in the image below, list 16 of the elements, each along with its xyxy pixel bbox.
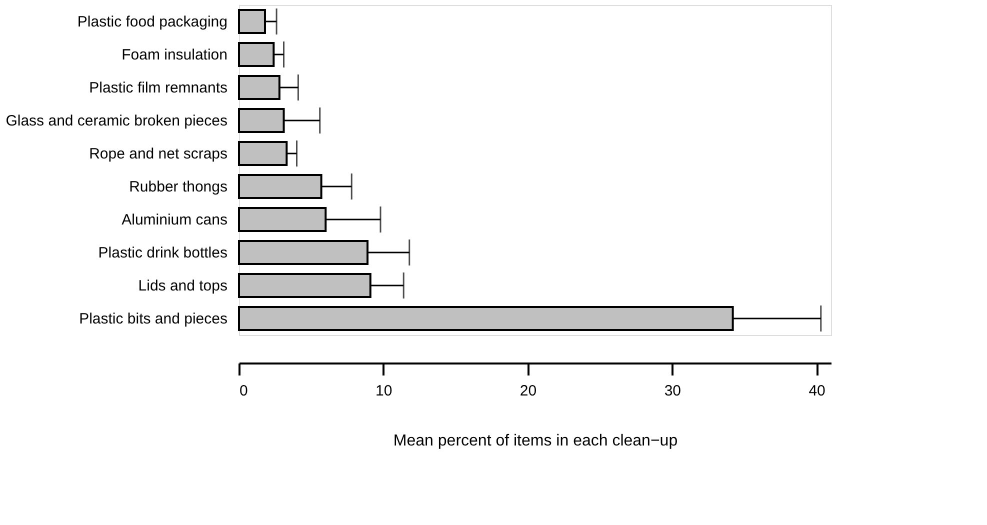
y-tick-label: Plastic drink bottles [98,244,228,262]
x-tick-label: 10 [376,382,392,400]
y-tick-label: Plastic bits and pieces [79,310,228,328]
y-tick-label: Plastic food packaging [77,14,228,30]
y-tick-label: Aluminium cans [122,212,228,228]
y-tick-label: Glass and ceramic broken pieces [6,112,228,130]
y-tick-label: Rope and net scraps [89,146,228,162]
y-tick-label: Rubber thongs [129,178,228,196]
y-tick-label: Lids and tops [138,278,228,294]
y-tick-label: Foam insulation [122,46,228,64]
x-axis-title: Mean percent of items in each clean−up [393,432,678,450]
y-tick-label: Plastic film remnants [89,80,228,96]
x-tick-label: 40 [808,382,826,400]
x-tick-label: 20 [520,382,537,400]
x-tick-label: 30 [664,382,682,400]
x-tick-label: 0 [240,382,248,400]
